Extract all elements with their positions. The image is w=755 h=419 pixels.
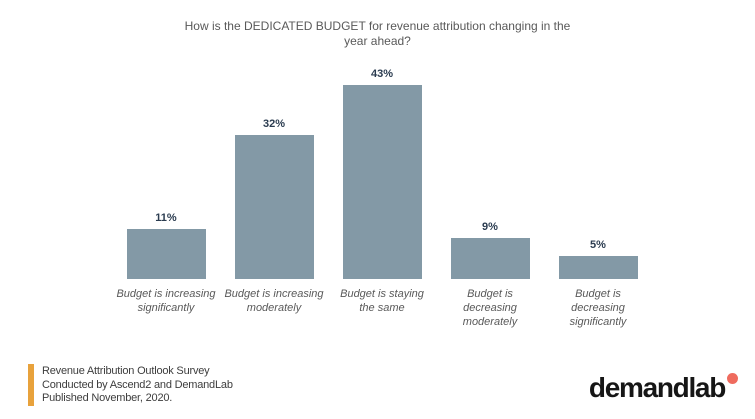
category-label: Budget is staying the same [340, 288, 424, 314]
demandlab-logo-text: demandlab [588, 372, 726, 403]
accent-bar [28, 364, 34, 406]
source-note: Revenue Attribution Outlook Survey Condu… [28, 364, 233, 406]
bar-value-label: 32% [262, 118, 286, 130]
source-note-line-2: Conducted by Ascend2 and DemandLab [42, 378, 233, 391]
bar [126, 229, 206, 279]
bar-group: 5% [544, 239, 652, 279]
bar [450, 238, 530, 279]
source-note-line-1: Revenue Attribution Outlook Survey [42, 365, 210, 377]
bar-chart-plot-area: 11% 32% 43% 9% 5% [112, 0, 652, 279]
bar-group: 43% [328, 68, 436, 279]
bar-group: 9% [436, 221, 544, 279]
bar-group: 11% [112, 212, 220, 279]
category-axis-labels: Budget is increasing significantly Budget… [112, 287, 652, 329]
bar-group: 32% [220, 118, 328, 279]
bar [558, 256, 638, 279]
category-label: Budget is increasing significantly [116, 288, 216, 314]
category-label: Budget is decreasing significantly [569, 288, 627, 328]
bar-value-label: 11% [155, 212, 177, 224]
source-note-text: Revenue Attribution Outlook Survey Condu… [42, 364, 233, 406]
source-note-line-3: Published November, 2020. [42, 392, 173, 404]
logo-dot-icon [727, 373, 738, 384]
bar-value-label: 43% [370, 68, 394, 80]
bar-value-label: 9% [482, 221, 498, 233]
bar [342, 85, 422, 279]
demandlab-logo: demandlab [588, 372, 738, 403]
category-label: Budget is decreasing moderately [462, 288, 518, 328]
bar [234, 135, 314, 279]
category-label: Budget is increasing moderately [224, 288, 324, 314]
chart-title-line-1: How is the DEDICATED BUDGET for revenue … [184, 19, 571, 33]
chart-title: How is the DEDICATED BUDGET for revenue … [0, 19, 755, 49]
bar-value-label: 5% [590, 239, 606, 251]
chart-title-line-2: year ahead? [344, 34, 411, 48]
